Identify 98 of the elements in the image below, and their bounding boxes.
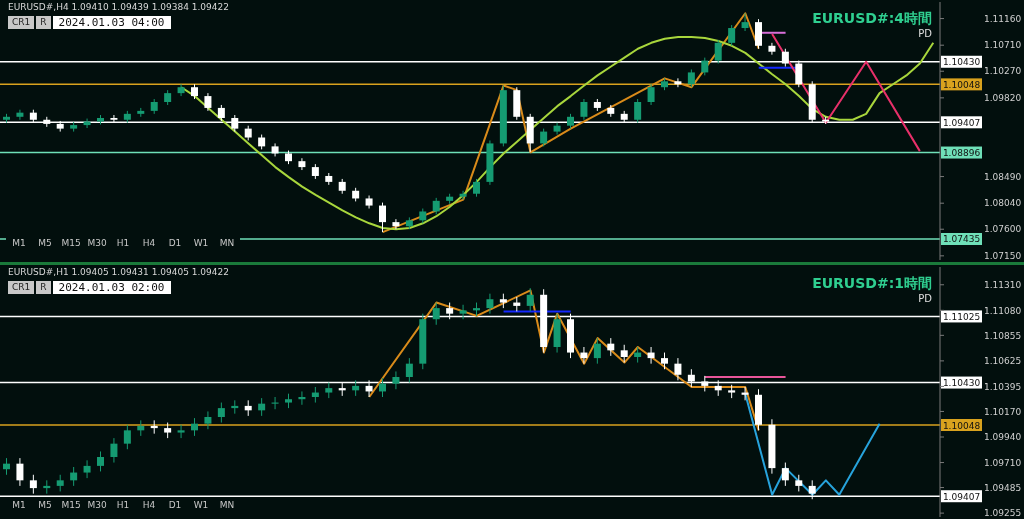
annotation: M1 [12, 500, 26, 510]
y-tick-label: 1.09820 [984, 93, 1022, 104]
annotation: CR1 [12, 17, 31, 27]
y-tick-label: 1.11080 [984, 305, 1022, 316]
text: EURUSD#:4時間 [812, 10, 932, 26]
candlestick [379, 377, 386, 398]
line-series [771, 32, 921, 153]
annotation: PD [918, 293, 932, 304]
y-tick-label: 1.10170 [984, 406, 1022, 417]
ref-line-label: 1.11025 [942, 311, 981, 322]
candlestick [432, 302, 440, 326]
annotation: M15 [61, 500, 81, 510]
annotation: H4 [142, 500, 156, 510]
candlestick [110, 437, 118, 464]
candlestick [392, 370, 400, 390]
annotation: H4 [142, 238, 156, 248]
candlestick [83, 459, 91, 479]
candlestick [553, 122, 561, 136]
candlestick [271, 142, 279, 157]
y-tick-label: 1.09940 [984, 432, 1022, 443]
y-tick-label: 1.11310 [984, 279, 1022, 290]
candlestick [123, 424, 131, 450]
ref-line-label: 1.10430 [942, 57, 981, 68]
y-tick-label: 1.09710 [984, 457, 1022, 468]
candlestick [768, 42, 776, 56]
y-tick-label: 1.10855 [984, 330, 1022, 341]
candlestick [580, 98, 588, 121]
annotation: MN [219, 238, 235, 248]
candlestick [177, 424, 185, 439]
chart-title: EURUSD#,H1 1.09405 1.09431 1.09405 1.09422 [8, 267, 229, 277]
candlestick [647, 346, 655, 365]
annotation: PD [918, 28, 932, 39]
candlestick [755, 18, 762, 50]
candlestick [217, 402, 225, 424]
y-tick-label: 1.11160 [984, 13, 1022, 24]
y-tick-label: 1.10395 [984, 381, 1022, 392]
candlestick [526, 287, 534, 312]
candlestick [405, 357, 413, 384]
candlestick [16, 109, 24, 121]
y-tick-label: 1.08040 [984, 198, 1022, 209]
y-tick-label: 1.10710 [984, 40, 1022, 51]
candlestick [647, 83, 655, 106]
annotation: W1 [193, 500, 209, 510]
annotation: M5 [38, 238, 52, 248]
annotation: M30 [87, 500, 107, 510]
candlestick [16, 457, 24, 487]
candlestick [728, 24, 736, 47]
candlestick [459, 304, 467, 320]
annotation: H1 [116, 500, 130, 510]
candlestick [392, 218, 400, 230]
y-tick-label: 1.10625 [984, 356, 1022, 367]
y-tick-label: 1.09485 [984, 482, 1022, 493]
annotation: M30 [87, 238, 107, 248]
candlestick [459, 190, 467, 201]
line-series [381, 12, 760, 234]
annotation: R [40, 282, 47, 292]
ref-line-label: 1.07435 [942, 234, 981, 245]
candlestick [97, 450, 104, 472]
candlestick [204, 410, 212, 430]
annotation: R [40, 17, 47, 27]
candlestick [70, 466, 78, 487]
candlestick [781, 462, 789, 487]
y-tick-label: 1.07600 [984, 224, 1022, 235]
ref-line-label: 1.10048 [942, 79, 981, 90]
chart-title: EURUSD#,H4 1.09410 1.09439 1.09384 1.09422 [8, 2, 229, 12]
annotation: W1 [193, 238, 209, 248]
candlestick [298, 157, 306, 171]
ref-line-label: 1.10430 [942, 378, 981, 389]
annotation: 2024.01.03 04:00 [58, 16, 165, 29]
candlestick [714, 39, 722, 65]
annotation: D1 [168, 238, 182, 248]
candlestick [741, 12, 749, 32]
candlestick [634, 98, 642, 124]
line-series [368, 289, 760, 432]
text: EURUSD#:1時間 [812, 275, 932, 291]
annotation: MN [219, 500, 235, 510]
candlestick [486, 293, 494, 315]
y-tick-label: 1.09255 [984, 508, 1022, 519]
candlestick [674, 77, 682, 88]
annotation: M5 [38, 500, 52, 510]
candlestick [177, 83, 185, 97]
candlestick [593, 337, 601, 365]
y-tick-label: 1.10270 [984, 66, 1022, 77]
annotation: CR1 [12, 282, 31, 292]
candlestick [674, 357, 682, 381]
candlestick [379, 202, 386, 233]
annotation: M15 [61, 238, 81, 248]
annotation: D1 [168, 500, 182, 510]
annotation: 2024.01.03 02:00 [58, 281, 165, 294]
annotation: M1 [12, 238, 26, 248]
annotation: H1 [116, 238, 130, 248]
ref-line-label: 1.08896 [942, 148, 981, 159]
ref-line-label: 1.09407 [942, 117, 981, 128]
ref-line-label: 1.10048 [942, 420, 981, 431]
ref-line-label: 1.09407 [942, 491, 981, 502]
y-tick-label: 1.08490 [984, 171, 1022, 182]
candlestick [580, 346, 588, 365]
y-tick-label: 1.07150 [984, 251, 1022, 262]
